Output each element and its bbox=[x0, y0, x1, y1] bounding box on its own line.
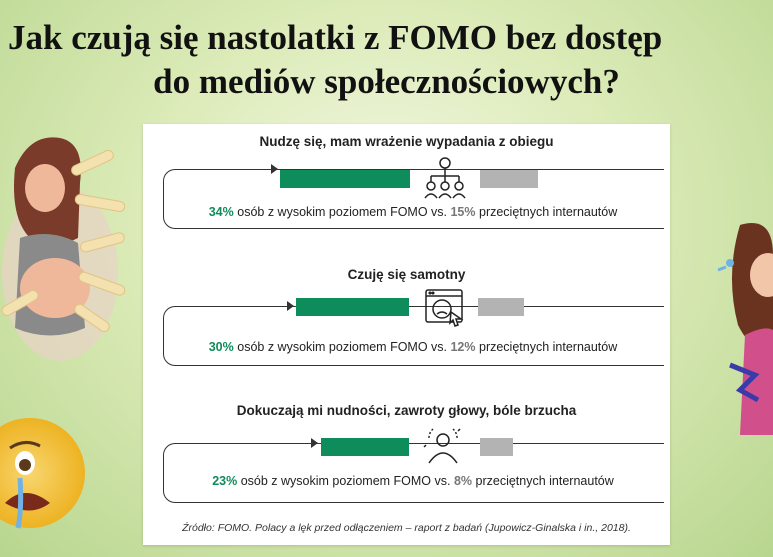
stat-heading: Czuję się samotny bbox=[347, 267, 466, 282]
bracket-arrow bbox=[163, 443, 664, 503]
people-network-icon bbox=[424, 157, 466, 199]
infographic-card: Nudzę się, mam wrażenie wypadania z obie… bbox=[143, 124, 670, 545]
stat-text-mid: osób z wysokim poziomem FOMO vs. bbox=[233, 340, 451, 354]
bracket-arrow bbox=[163, 169, 664, 229]
stat-section-2: Czuję się samotny 30% osób z wysokim poz… bbox=[143, 267, 670, 397]
sad-girl-illustration bbox=[1, 137, 126, 361]
average-bar bbox=[480, 438, 513, 456]
arrow-head-icon bbox=[271, 164, 278, 174]
stat-text-mid: osób z wysokim poziomem FOMO vs. bbox=[233, 205, 451, 219]
average-percentage: 12% bbox=[450, 340, 476, 354]
stat-heading: Dokuczają mi nudności, zawroty głowy, bó… bbox=[236, 403, 577, 418]
arrow-head-icon bbox=[311, 438, 318, 448]
stomach-ache-girl-illustration bbox=[717, 223, 773, 435]
fomo-percentage: 23% bbox=[212, 474, 238, 488]
stat-section-3: Dokuczają mi nudności, zawroty głowy, bó… bbox=[143, 403, 670, 533]
average-percentage: 8% bbox=[453, 474, 473, 488]
fomo-percentage: 30% bbox=[208, 340, 234, 354]
page-title-line1: Jak czują się nastolatki z FOMO bez dost… bbox=[8, 18, 663, 57]
stat-heading: Nudzę się, mam wrażenie wypadania z obie… bbox=[259, 134, 554, 149]
average-bar bbox=[478, 298, 524, 316]
fomo-bar bbox=[296, 298, 409, 316]
stat-text-end: przeciętnych internautów bbox=[475, 340, 618, 354]
fomo-percentage: 34% bbox=[208, 205, 234, 219]
dizzy-person-icon bbox=[423, 428, 461, 464]
arrow-head-icon bbox=[287, 301, 294, 311]
average-bar bbox=[480, 170, 538, 188]
sad-browser-icon bbox=[425, 289, 464, 327]
stat-text: 23% osób z wysokim poziomem FOMO vs. 8% … bbox=[163, 474, 663, 488]
source-citation: Źródło: FOMO. Polacy a lęk przed odłącze… bbox=[182, 522, 631, 534]
fomo-bar bbox=[321, 438, 409, 456]
stat-text: 34% osób z wysokim poziomem FOMO vs. 15%… bbox=[163, 205, 663, 219]
page-title-line2: do mediów społecznościowych? bbox=[153, 62, 620, 101]
bracket-arrow bbox=[163, 306, 664, 366]
stat-text-end: przeciętnych internautów bbox=[475, 205, 618, 219]
fomo-bar bbox=[280, 170, 410, 188]
stat-text-mid: osób z wysokim poziomem FOMO vs. bbox=[237, 474, 454, 488]
stat-text: 30% osób z wysokim poziomem FOMO vs. 12%… bbox=[163, 340, 663, 354]
stat-section-1: Nudzę się, mam wrażenie wypadania z obie… bbox=[143, 134, 670, 264]
stat-text-end: przeciętnych internautów bbox=[472, 474, 614, 488]
crying-emoji-icon bbox=[0, 418, 85, 529]
average-percentage: 15% bbox=[450, 205, 476, 219]
